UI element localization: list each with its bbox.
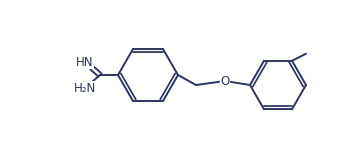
Text: HN: HN [76, 56, 94, 69]
Text: H₂N: H₂N [74, 82, 96, 95]
Text: O: O [220, 75, 230, 88]
